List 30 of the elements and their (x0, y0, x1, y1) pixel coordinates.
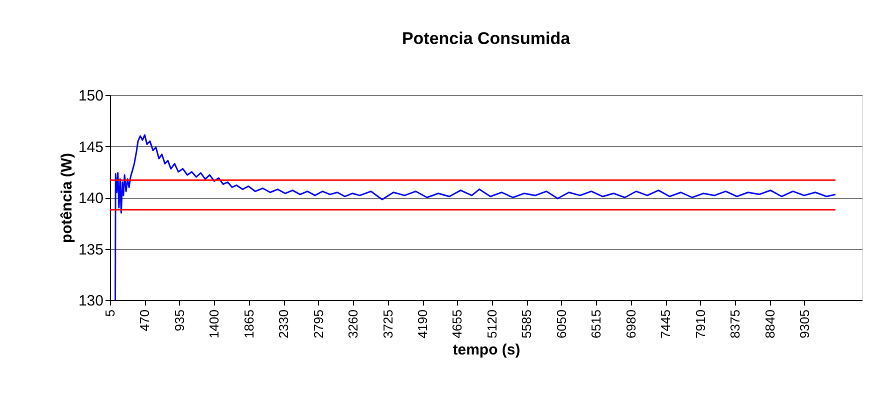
x-tick-label: 4655 (450, 310, 465, 338)
x-tick-label: 1400 (206, 310, 222, 338)
y-tick-label: 145 (78, 138, 104, 156)
x-tick-label: 3725 (380, 310, 396, 338)
line-series (114, 134, 836, 300)
x-tick-label: 1865 (241, 310, 256, 338)
x-tick-label: 8375 (728, 310, 743, 338)
x-tick-label: 8840 (762, 310, 778, 338)
y-tick-label: 150 (78, 88, 104, 104)
x-tick-label: 3260 (346, 310, 361, 338)
y-axis-title: potência (W) (58, 153, 76, 243)
x-tick-label: 6050 (554, 310, 569, 338)
y-tick-label: 130 (78, 292, 104, 310)
x-tick-label: 2795 (310, 310, 326, 338)
x-tick-label: 9305 (797, 310, 812, 338)
x-tick-label: 5585 (519, 310, 534, 338)
x-tick-label: 6980 (623, 310, 638, 338)
x-tick-label: 7445 (658, 310, 674, 338)
x-tick-label: 2330 (276, 310, 292, 338)
y-tick-label: 135 (78, 241, 104, 258)
chart-title: Potencia Consumida (402, 29, 571, 48)
x-tick-label: 6515 (588, 310, 604, 338)
x-axis-title: tempo (s) (452, 341, 520, 358)
y-tick-label: 140 (78, 190, 104, 207)
x-tick-label: 935 (172, 310, 187, 332)
x-tick-label: 7910 (692, 310, 708, 338)
x-tick-label: 4190 (415, 310, 430, 338)
x-tick-label: 5 (102, 310, 118, 317)
x-tick-label: 5120 (484, 310, 500, 338)
x-tick-label: 470 (137, 310, 152, 332)
